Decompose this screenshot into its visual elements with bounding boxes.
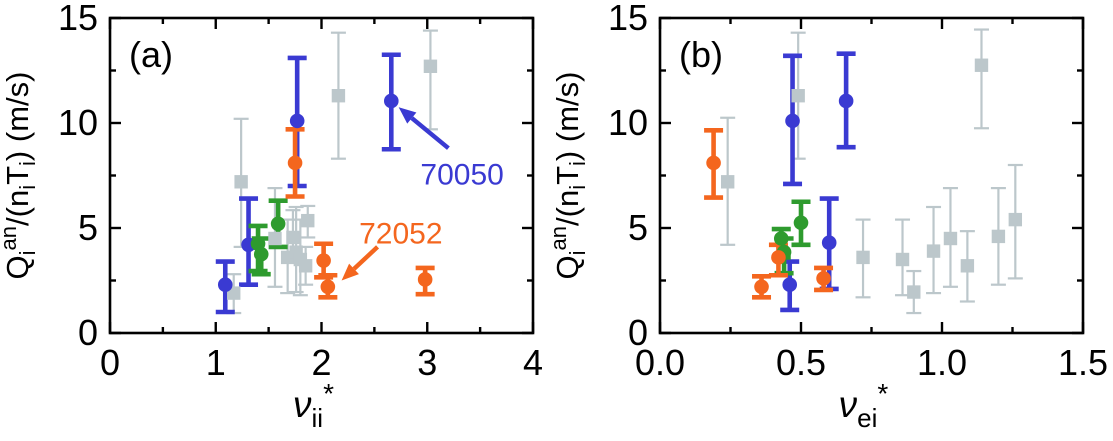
panel-a-gray-squares-point (331, 89, 346, 103)
x-tick-label: 4 (523, 342, 543, 383)
panel-b-gray-squares-point (856, 250, 870, 265)
panel-b-orange-circles-point (771, 250, 786, 265)
panel-b-orange-circles-point (816, 271, 831, 286)
panel-a-blue-circles-point (217, 277, 233, 293)
panel-a-gray-squares-point (234, 175, 248, 189)
panel-b: 0.0 0.5 1.0 1.5 0 5 10 15 νei* Qian/(niTi) (m/s) (… (546, 0, 1108, 433)
panel-b-gray-squares-point (1008, 212, 1023, 227)
panel-a-gray-squares-errorbar (422, 29, 438, 131)
y-tick-label: 15 (58, 0, 98, 38)
panel-b-gray-squares-point (895, 252, 910, 267)
y-tick-label: 5 (628, 207, 648, 248)
panel-a-orange-circles-point (320, 279, 336, 295)
panel-a-green-circles-point (253, 246, 269, 262)
panel-a-gray-squares-point (268, 231, 282, 246)
panel-a-blue-circles-point (289, 113, 305, 129)
y-tick-label: 15 (608, 0, 648, 38)
panel-a-gray-squares-point (286, 230, 300, 245)
panel-letter: (b) (679, 34, 723, 75)
y-tick-label: 10 (608, 102, 648, 143)
panel-letter: (a) (129, 34, 173, 75)
panel-b-green-circles-point (793, 215, 809, 231)
annotation-arrow-line (352, 245, 380, 271)
x-tick-label: 0.0 (635, 342, 685, 383)
panel-b-gray-squares-point (943, 231, 958, 246)
y-tick-label: 10 (58, 102, 98, 143)
panel-b-gray-squares-point (926, 244, 941, 258)
panel-b-orange-circles-point (706, 155, 721, 171)
panel-b-gray-squares-point (974, 58, 989, 72)
panel-b-gray-squares-errorbar (973, 28, 989, 130)
panel-b-gray-squares-point (960, 259, 975, 273)
panel-a-orange-circles-point (287, 155, 303, 171)
panel-b-blue-circles-point (838, 93, 854, 109)
annotation-72052: 72052 (341, 217, 443, 281)
annotation-arrow-line (410, 116, 450, 150)
panel-b-gray-squares-point (907, 285, 921, 299)
panel-a-gray-squares-point (298, 259, 313, 273)
x-axis-label: νei* (839, 378, 889, 433)
panel-b-gray-squares-point (991, 229, 1006, 244)
panel-a: 0 1 2 3 4 0 5 10 15 νii* Qian/(niTi) (m/s) (a) 70050… (0, 0, 543, 433)
panel-a-blue-circles-point (383, 93, 399, 109)
panel-a-green-circles-point (270, 216, 286, 232)
panel-a-orange-circles-point (417, 272, 433, 287)
x-tick-label: 3 (417, 342, 437, 383)
y-tick-label: 5 (78, 207, 98, 248)
annotation-text: 72052 (359, 217, 442, 250)
annotation-text: 70050 (420, 158, 503, 191)
x-axis-label: νii* (293, 378, 334, 433)
y-axis-label: Qian/(niTi) (m/s) (546, 72, 590, 280)
panel-a-orange-circles-point (316, 253, 331, 268)
y-axis-label: Qian/(niTi) (m/s) (0, 72, 40, 280)
x-tick-label: 2 (311, 342, 331, 383)
panel-b-gray-squares-point (791, 89, 805, 103)
y-tick-label: 0 (78, 312, 98, 353)
x-tick-label: 1.0 (917, 342, 967, 383)
panel-a-gray-squares-point (301, 213, 315, 228)
panel-b-blue-circles-point (782, 277, 798, 293)
x-tick-label: 0.5 (776, 342, 826, 383)
x-tick-label: 1 (206, 342, 226, 383)
panel-b-gray-squares-point (720, 175, 735, 189)
annotation-arrow-head (398, 107, 417, 124)
x-tick-label: 0 (100, 342, 120, 383)
annotation-70050: 70050 (398, 107, 504, 191)
panel-b-green-circles-point (773, 231, 789, 246)
panel-b-blue-circles-point (785, 113, 800, 129)
panel-b-orange-circles-point (754, 279, 769, 295)
panel-a-gray-squares-point (423, 59, 438, 73)
annotation-arrow-head (341, 263, 359, 281)
y-tick-label: 0 (628, 312, 648, 353)
x-tick-label: 1.5 (1058, 342, 1108, 383)
panel-b-blue-circles-point (821, 235, 837, 250)
